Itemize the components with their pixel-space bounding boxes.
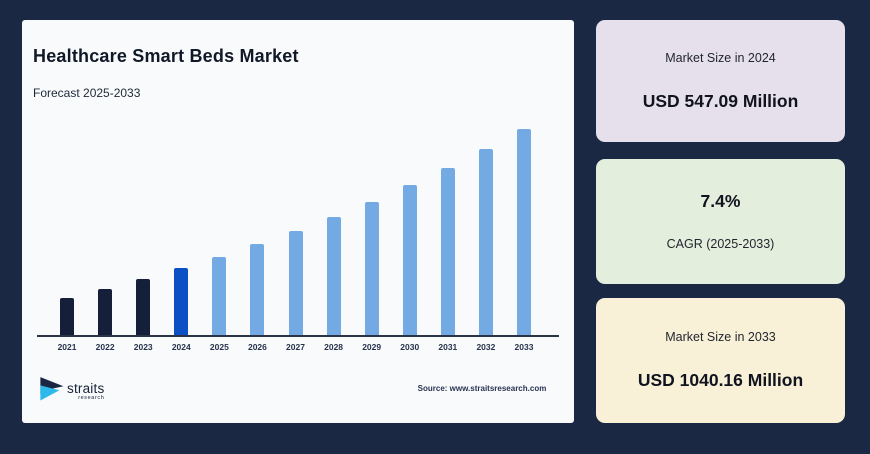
x-tick-label-2025: 2025 xyxy=(209,342,229,352)
bar-cell-2023 xyxy=(124,123,162,335)
stat-value-cagr: 7.4% xyxy=(700,191,741,211)
logo-text: straits research xyxy=(67,380,105,402)
bar-2022 xyxy=(98,289,113,335)
bar-2026 xyxy=(250,244,265,335)
bar-cell-2033 xyxy=(505,123,543,335)
bar-2027 xyxy=(288,231,303,335)
stat-label-market-size-2033: Market Size in 2033 xyxy=(665,330,776,344)
bar-2033 xyxy=(516,129,531,335)
bar-cell-2022 xyxy=(86,123,124,335)
bar-cell-2032 xyxy=(467,123,505,335)
x-tick-label-2026: 2026 xyxy=(247,342,267,352)
stat-label-cagr: CAGR (2025-2033) xyxy=(666,237,775,251)
x-tick-label-2027: 2027 xyxy=(286,342,305,352)
x-tick-label-2030: 2030 xyxy=(400,342,420,352)
logo-sub-text: research xyxy=(78,394,105,401)
stat-card-market-size-2024: Market Size in 2024 USD 547.09 Million xyxy=(596,20,845,142)
stat-value-market-size-2033: USD 1040.16 Million xyxy=(637,370,804,390)
x-tick-label-2029: 2029 xyxy=(362,342,382,352)
forecast-subtitle: Forecast 2025-2033 xyxy=(33,86,141,100)
bar-cell-2029 xyxy=(353,123,391,335)
bar-2028 xyxy=(326,217,341,335)
x-tick-label-2023: 2023 xyxy=(133,342,153,352)
bar-cell-2028 xyxy=(315,123,353,335)
source-attribution: Source: www.straitsresearch.com xyxy=(417,384,547,393)
bar-2030 xyxy=(402,185,417,335)
bar-cell-2021 xyxy=(48,123,86,335)
bar-2029 xyxy=(364,202,379,335)
x-tick-label-2024: 2024 xyxy=(171,342,191,352)
x-tick-label-2021: 2021 xyxy=(57,342,77,352)
logo-brand-text: straits xyxy=(67,380,105,396)
chart-card: Healthcare Smart Beds Market Forecast 20… xyxy=(22,20,574,423)
bar-2032 xyxy=(478,149,493,335)
bar-cell-2024 xyxy=(162,123,200,335)
bar-cell-2027 xyxy=(276,123,314,335)
bar-2023 xyxy=(136,279,151,335)
stat-label-market-size-2024: Market Size in 2024 xyxy=(665,50,776,65)
bar-cell-2026 xyxy=(238,123,276,335)
bar-cell-2025 xyxy=(200,123,238,335)
x-axis-labels: 2021 2022 2023 2024 2025 2026 2027 2028 2029 2030… xyxy=(48,342,543,352)
page-title: Healthcare Smart Beds Market xyxy=(33,46,299,66)
x-tick-label-2032: 2032 xyxy=(476,342,496,352)
straits-logo-icon xyxy=(38,374,65,409)
stat-card-cagr: 7.4% CAGR (2025-2033) xyxy=(596,159,845,284)
stat-value-market-size-2024: USD 547.09 Million xyxy=(642,90,799,111)
bar-cell-2030 xyxy=(391,123,429,335)
stat-cards-column: Market Size in 2024 USD 547.09 Million 7.4… xyxy=(596,0,845,454)
x-tick-label-2033: 2033 xyxy=(514,342,534,352)
bar-chart xyxy=(48,123,543,335)
straits-research-logo: straits research xyxy=(38,374,104,409)
x-tick-label-2022: 2022 xyxy=(95,342,115,352)
bar-2025 xyxy=(212,257,227,335)
stat-card-market-size-2033: Market Size in 2033 USD 1040.16 Million xyxy=(596,298,845,423)
x-tick-label-2031: 2031 xyxy=(438,342,458,352)
bar-2031 xyxy=(440,168,455,335)
bar-2024 xyxy=(174,268,189,335)
x-axis-line xyxy=(37,335,559,337)
x-tick-label-2028: 2028 xyxy=(324,342,344,352)
bar-2021 xyxy=(60,298,75,335)
bar-cell-2031 xyxy=(429,123,467,335)
